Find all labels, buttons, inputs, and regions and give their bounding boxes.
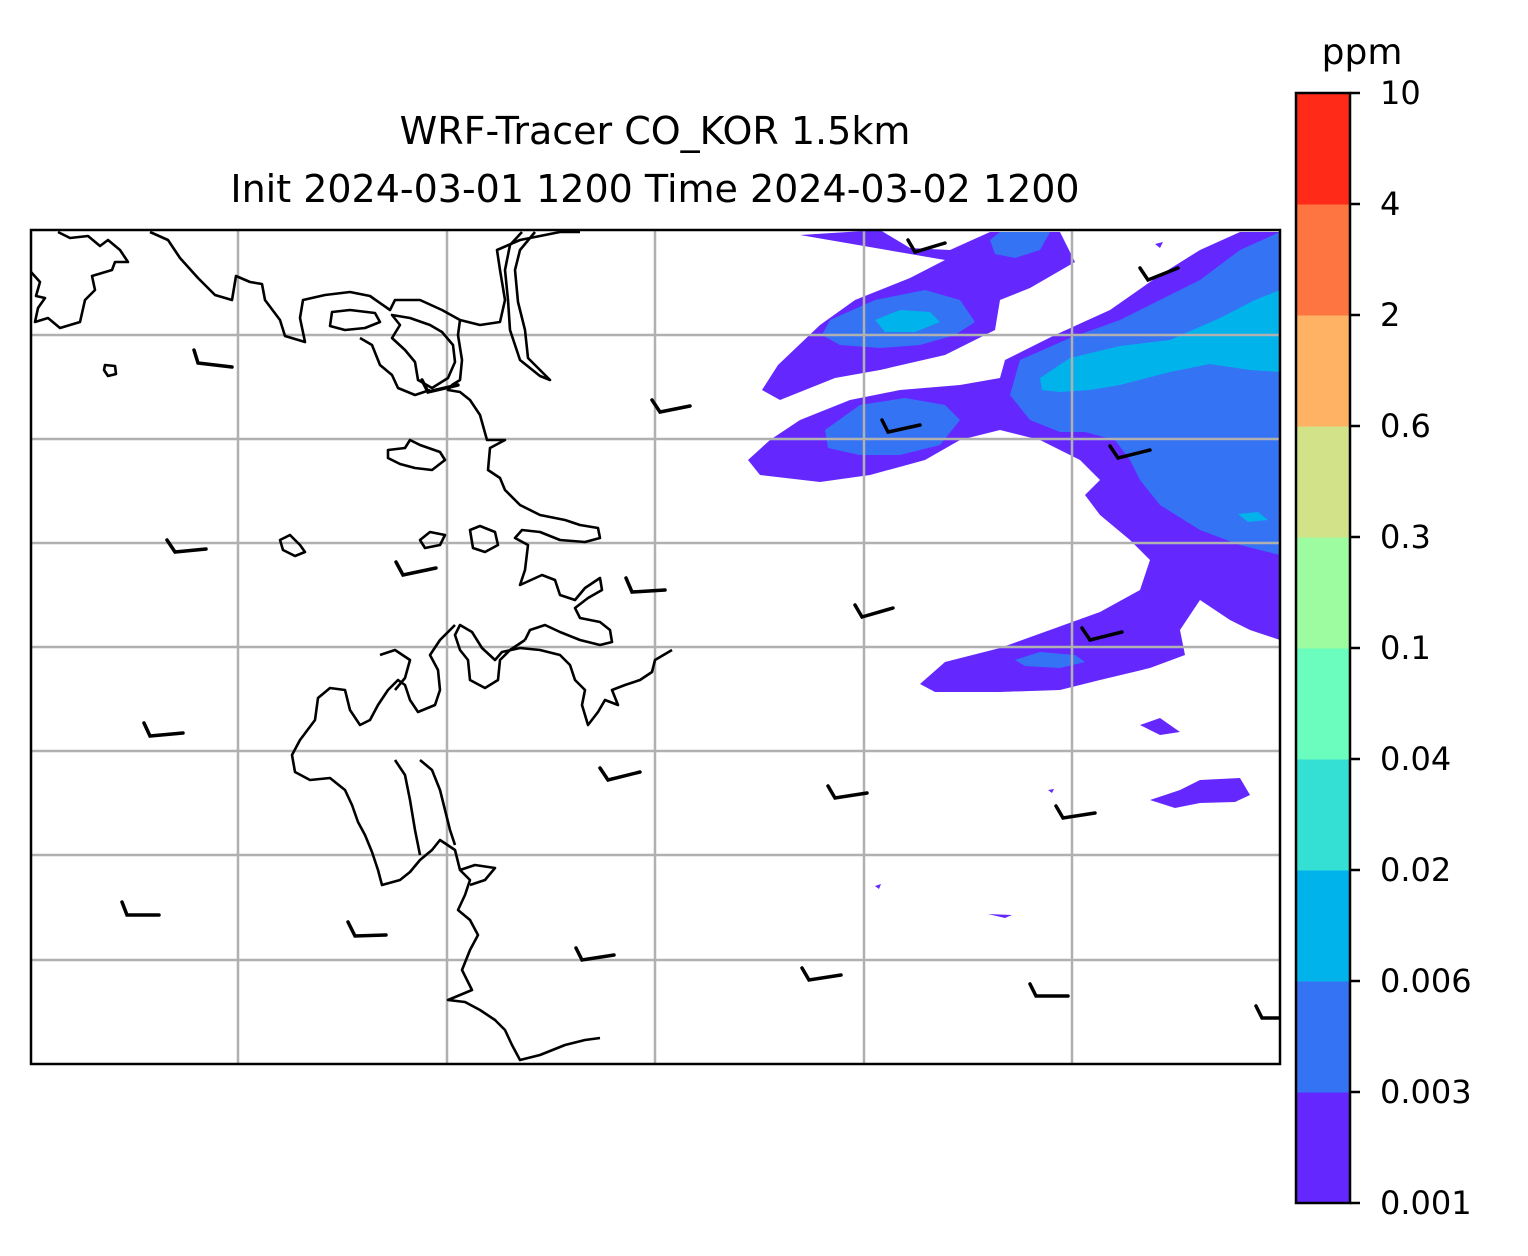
wind-barb [1108,444,1152,460]
colorbar-tick-label: 0.02 [1380,851,1451,889]
wind-barb [853,603,895,620]
colorbar-tick-label: 0.003 [1380,1073,1472,1111]
colorbar-segment [1296,648,1350,760]
map-area [31,230,1280,1064]
wind-barb [906,238,947,255]
wind-barb [800,966,843,982]
wind-barb [624,576,667,594]
coastlines [31,230,673,1062]
colorbar-segment [1296,981,1350,1093]
colorbar-segment [1296,204,1350,316]
wind-barb [1028,982,1070,998]
wind-barb [1138,266,1180,283]
wind-barb [1080,626,1124,642]
colorbar-segment [1296,315,1350,427]
wind-barb [192,348,234,369]
wind-barb [165,538,208,554]
level-band-3 [875,290,1280,522]
colorbar: 0.001 0.003 0.006 0.02 0.04 0.1 0.3 0.6 2 4 10 [1294,74,1472,1222]
wind-barb [346,920,388,938]
wind-barb [142,721,185,738]
colorbar-tick-label: 4 [1380,185,1400,223]
colorbar-segment [1296,759,1350,871]
wind-barb [574,946,616,962]
wind-barb [394,560,438,577]
colorbar-tick-label: 0.6 [1380,407,1431,445]
colorbar-segment [1296,870,1350,982]
wind-barbs [120,238,1280,1020]
wind-barb [420,378,460,395]
map-frame [29,228,1282,1066]
colorbar-segment [1296,537,1350,649]
wind-barb [120,900,161,917]
colorbar-tick-label: 0.006 [1380,962,1472,1000]
wind-barb [598,766,642,782]
colorbar-tick-label: 10 [1380,74,1421,112]
wind-barb [880,418,922,435]
colorbar-tick-label: 0.04 [1380,740,1451,778]
colorbar-unit-label: ppm [1322,32,1403,73]
colorbar-tick-label: 0.1 [1380,629,1431,667]
wind-barb [826,784,869,800]
wind-barb [1254,1004,1280,1020]
map-title-line-2: Init 2024-03-01 1200 Time 2024-03-02 120… [230,167,1080,211]
colorbar-segment [1296,426,1350,538]
wind-barb [1054,804,1097,820]
colorbar-segment [1296,93,1350,205]
map-title-line-1: WRF-Tracer CO_KOR 1.5km [399,109,911,153]
colorbar-segment [1296,1092,1350,1204]
colorbar-tick-label: 2 [1380,296,1400,334]
colorbar-tick-label: 0.001 [1380,1184,1472,1222]
wind-barb [650,398,692,414]
gridlines [31,230,1280,1064]
colorbar-tick-label: 0.3 [1380,518,1431,556]
concentration-fill [748,230,1280,918]
